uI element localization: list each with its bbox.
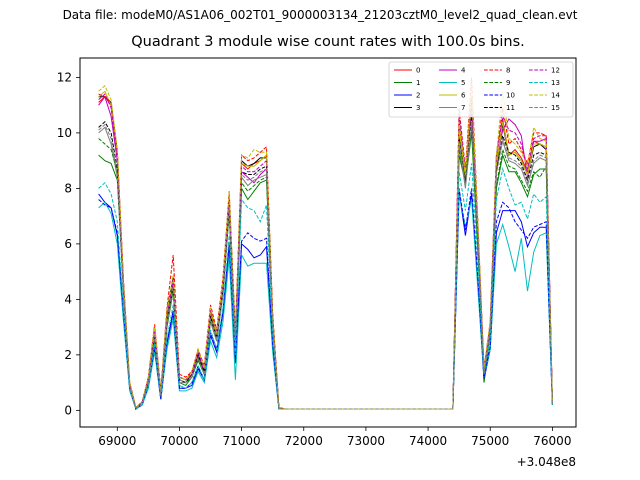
series-line-15 — [98, 121, 553, 411]
series-line-4 — [98, 95, 553, 411]
series-line-10 — [98, 188, 553, 410]
y-tick-label: 8 — [64, 181, 72, 195]
series-line-12 — [98, 93, 553, 410]
x-tick-label: 72000 — [285, 434, 323, 448]
x-tick-label: 69000 — [98, 434, 136, 448]
x-tick-label: 76000 — [533, 434, 571, 448]
y-tick-label: 2 — [64, 348, 72, 362]
legend-label-9: 9 — [506, 79, 510, 87]
y-tick-label: 6 — [64, 237, 72, 251]
x-tick-label: 74000 — [409, 434, 447, 448]
legend-label-10: 10 — [506, 92, 515, 100]
legend-label-0: 0 — [416, 67, 420, 75]
series-line-8 — [98, 77, 553, 410]
x-tick-label: 73000 — [347, 434, 385, 448]
series-line-14 — [98, 84, 553, 410]
legend-label-8: 8 — [506, 67, 510, 75]
x-axis-ticks: 69000 70000 71000 72000 73000 74000 75000 76000 — [98, 427, 571, 448]
series-line-6 — [98, 90, 553, 410]
x-tick-label: 71000 — [223, 434, 261, 448]
legend-label-14: 14 — [551, 92, 560, 100]
legend-label-3: 3 — [416, 104, 420, 112]
y-tick-label: 12 — [57, 70, 72, 84]
legend-label-2: 2 — [416, 92, 420, 100]
legend-label-7: 7 — [461, 104, 465, 112]
legend-label-4: 4 — [461, 67, 466, 75]
legend-label-11: 11 — [506, 104, 515, 112]
legend-label-13: 13 — [551, 79, 560, 87]
figure-suptitle: Data file: modeM0/AS1A06_002T01_90000031… — [62, 8, 578, 22]
legend-label-6: 6 — [461, 92, 466, 100]
chart-title: Quadrant 3 module wise count rates with … — [131, 34, 525, 50]
legend-label-15: 15 — [551, 104, 560, 112]
y-axis-ticks: 0 2 4 6 8 10 12 — [57, 70, 80, 417]
legend-label-12: 12 — [551, 67, 560, 75]
plot-lines — [98, 77, 553, 411]
x-tick-label: 75000 — [471, 434, 509, 448]
y-tick-label: 0 — [64, 403, 72, 417]
legend-label-5: 5 — [461, 79, 465, 87]
legend-label-1: 1 — [416, 79, 420, 87]
y-tick-label: 10 — [57, 126, 72, 140]
legend-box — [388, 61, 574, 118]
x-axis-offset-label: +3.048e8 — [517, 455, 576, 469]
plot-frame — [79, 57, 577, 428]
series-line-5 — [98, 193, 553, 410]
series-line-3 — [98, 96, 553, 410]
x-tick-label: 70000 — [160, 434, 198, 448]
series-line-0 — [98, 96, 553, 410]
y-tick-label: 4 — [64, 292, 72, 306]
